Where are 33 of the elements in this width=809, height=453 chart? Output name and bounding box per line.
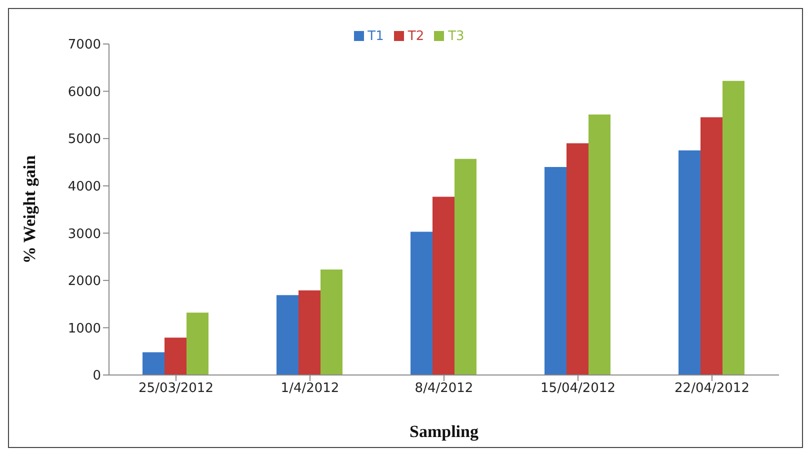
legend-label: T1 bbox=[368, 29, 384, 44]
bar bbox=[142, 352, 164, 375]
bar bbox=[298, 290, 320, 375]
y-tick-label: 5000 bbox=[68, 132, 101, 148]
bar bbox=[700, 117, 722, 375]
y-axis-title: % Weight gain bbox=[20, 154, 40, 264]
legend-label: T3 bbox=[448, 29, 464, 44]
x-tick-label: 22/04/2012 bbox=[674, 381, 750, 396]
y-tick-label: 1000 bbox=[68, 321, 101, 336]
y-tick-label: 2000 bbox=[68, 274, 101, 290]
bar bbox=[588, 114, 610, 375]
bar bbox=[410, 232, 432, 375]
y-tick-label: 6000 bbox=[68, 84, 101, 100]
bar bbox=[320, 270, 342, 375]
bar bbox=[164, 338, 186, 375]
y-tick-label: 4000 bbox=[68, 179, 101, 194]
y-tick-label: 7000 bbox=[68, 38, 101, 53]
bar bbox=[276, 295, 298, 375]
bar bbox=[432, 196, 454, 375]
x-axis-title: Sampling bbox=[410, 422, 479, 442]
bar bbox=[544, 166, 566, 375]
x-tick-label: 8/4/2012 bbox=[414, 381, 474, 396]
bar bbox=[722, 80, 744, 375]
bar bbox=[454, 158, 476, 375]
bar bbox=[566, 143, 588, 375]
bar bbox=[678, 150, 700, 375]
x-tick-label: 25/03/2012 bbox=[138, 381, 214, 396]
bar bbox=[186, 312, 208, 375]
y-tick-label: 3000 bbox=[68, 226, 101, 242]
x-tick-label: 1/4/2012 bbox=[280, 381, 340, 396]
x-tick-label: 15/04/2012 bbox=[540, 381, 616, 396]
legend-label: T2 bbox=[408, 29, 424, 44]
y-tick-label: 0 bbox=[92, 368, 101, 384]
